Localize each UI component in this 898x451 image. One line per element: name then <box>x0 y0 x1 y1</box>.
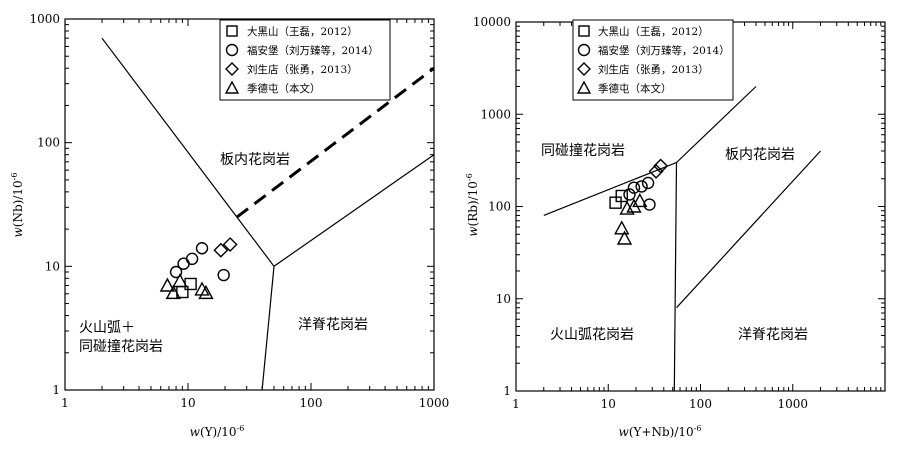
legend-label: 福安堡（刘万臻等，2014） <box>247 44 379 57</box>
circle-point <box>641 176 655 190</box>
circle-marker-icon <box>577 43 591 57</box>
circle-point <box>623 188 636 201</box>
x-tick-label: 10 <box>601 397 616 411</box>
rb-ynb-diagram: 1 10 100 1000 1 10 100 1000 10000 同碰撞花岗岩 板内花岗岩 火… <box>465 15 886 439</box>
region-label-vag-syn-line2: 同碰撞花岗岩 <box>79 339 163 355</box>
nb-y-diagram: 1 10 100 1000 1 10 100 1000 板内花岗岩 洋脊花岗岩 火山弧＋ 同碰… <box>10 12 449 439</box>
legend-frame <box>572 19 734 101</box>
legend-item-liushengdian: 刘生店（张勇，2013） <box>225 62 358 76</box>
triangle-point <box>616 230 633 245</box>
region-label-org: 洋脊花岗岩 <box>738 327 808 343</box>
diamond-marker-icon <box>577 62 591 76</box>
x-tick-label: 100 <box>300 396 323 410</box>
legend-item-fuanbao: 福安堡（刘万臻等，2014） <box>225 43 379 57</box>
circle-point <box>217 268 230 282</box>
square-marker-icon <box>226 25 238 37</box>
diamond-marker-icon <box>225 62 239 76</box>
y-tick-label: 10000 <box>473 15 511 29</box>
boundary-line <box>261 266 275 391</box>
legend-frame <box>219 19 391 101</box>
diamond-point <box>222 237 238 253</box>
legend-label: 季德屯（本文） <box>247 82 321 95</box>
legend-label: 福安堡（刘万臻等，2014） <box>598 44 730 57</box>
y-tick-label: 1 <box>503 384 511 398</box>
circle-point <box>635 180 648 193</box>
boundary-line <box>676 150 821 309</box>
axis-ticks <box>515 22 885 392</box>
y-tick-label: 1000 <box>29 12 60 26</box>
y-tick-label: 100 <box>488 200 511 214</box>
region-label-wpg: 板内花岗岩 <box>725 147 795 163</box>
legend-label: 刘生店（张勇，2013） <box>598 63 709 76</box>
region-label-vag: 火山弧花岗岩 <box>550 327 634 343</box>
x-tick-label: 1000 <box>777 397 808 411</box>
diamond-point <box>213 242 229 258</box>
legend-item-jidetun: 季德屯（本文） <box>224 80 321 95</box>
legend-item-jidetun: 季德屯（本文） <box>576 80 672 95</box>
circle-point <box>643 198 656 211</box>
triangle-point <box>159 277 176 292</box>
y-axis-label: w(Rb)/10-6 <box>465 173 480 236</box>
dashed-boundary-line <box>235 67 435 219</box>
legend-label: 刘生店（张勇，2013） <box>247 63 358 76</box>
diamond-point <box>648 163 664 179</box>
x-tick-label: 10 <box>180 396 195 410</box>
circle-point <box>195 242 209 255</box>
triangle-marker-icon <box>224 80 240 94</box>
legend-label: 大黑山（王磊，2012） <box>247 25 358 38</box>
legend-item-liushengdian: 刘生店（张勇，2013） <box>577 62 709 76</box>
y-tick-label: 1 <box>52 383 60 397</box>
legend: 大黑山（王磊，2012） 福安堡（刘万臻等，2014） 刘生店（张勇，2013）… <box>219 19 391 101</box>
diamond-point <box>653 158 669 174</box>
data-points <box>609 158 669 245</box>
x-axis-label: w(Y+Nb)/10-6 <box>619 424 702 439</box>
circle-point <box>185 252 199 266</box>
boundary-line <box>673 162 678 392</box>
circle-marker-icon <box>225 43 239 57</box>
y-tick-label: 10 <box>496 292 511 306</box>
triangle-point <box>165 284 182 300</box>
triangle-point <box>632 192 648 208</box>
x-tick-label: 100 <box>689 397 712 411</box>
square-point <box>615 189 628 203</box>
triangle-point <box>172 273 188 288</box>
y-tick-label: 100 <box>37 136 60 150</box>
legend-label: 季德屯（本文） <box>598 82 672 95</box>
x-tick-label: 1 <box>61 396 69 410</box>
x-tick-label: 1 <box>512 397 520 411</box>
x-tick-label: 1000 <box>419 396 450 410</box>
triangle-point <box>614 220 630 235</box>
plot-frame <box>64 18 435 391</box>
data-points <box>159 237 238 300</box>
legend-label: 大黑山（王磊，2012） <box>598 25 709 38</box>
circle-point <box>169 265 183 279</box>
legend-item-dahei: 大黑山（王磊，2012） <box>226 25 358 38</box>
legend-item-fuanbao: 福安堡（刘万臻等，2014） <box>577 43 730 57</box>
region-label-org: 洋脊花岗岩 <box>298 317 368 333</box>
y-axis-label: w(Nb)/10-6 <box>10 173 25 238</box>
region-label-syn: 同碰撞花岗岩 <box>541 143 625 159</box>
field-boundaries <box>101 37 435 391</box>
region-label-wpg: 板内花岗岩 <box>220 152 290 168</box>
tick-labels: 1 10 100 1000 1 10 100 1000 <box>29 12 449 410</box>
tick-labels: 1 10 100 1000 1 10 100 1000 10000 <box>473 15 808 411</box>
y-tick-label: 1000 <box>480 107 511 121</box>
triangle-marker-icon <box>576 80 592 94</box>
region-label-vag-syn-line1: 火山弧＋ <box>79 320 135 336</box>
triangle-point <box>198 284 214 300</box>
legend-item-dahei: 大黑山（王磊，2012） <box>578 25 709 38</box>
legend: 大黑山（王磊，2012） 福安堡（刘万臻等，2014） 刘生店（张勇，2013）… <box>572 19 734 101</box>
y-tick-label: 10 <box>45 259 60 273</box>
circle-point <box>627 181 641 194</box>
square-point <box>184 277 197 291</box>
field-boundaries <box>543 86 821 392</box>
x-axis-label: w(Y)/10-6 <box>190 424 245 439</box>
square-marker-icon <box>578 25 590 37</box>
